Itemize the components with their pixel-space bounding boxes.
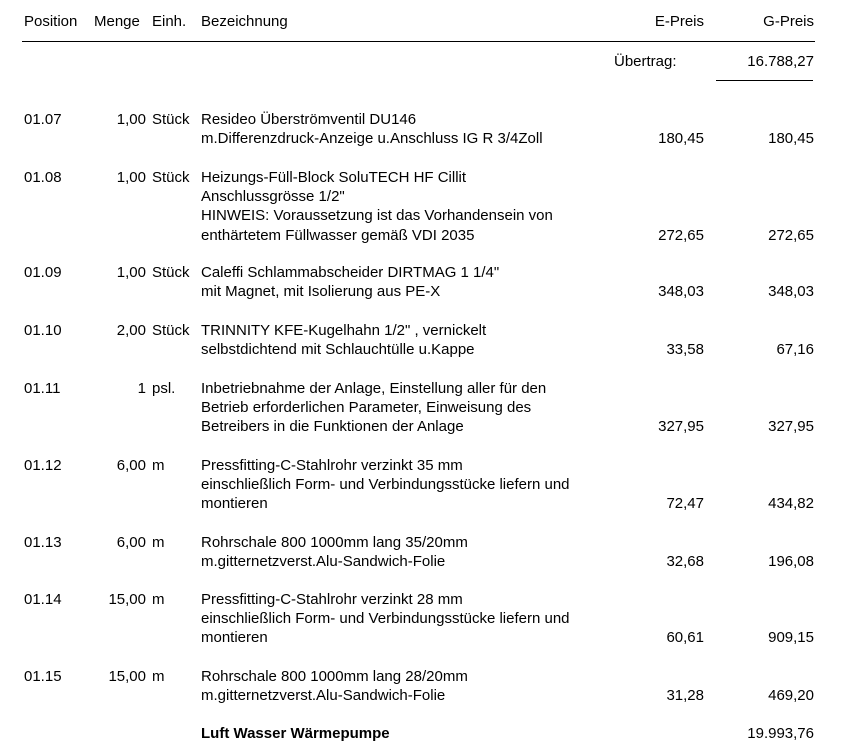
description-line: Pressfitting-C-Stahlrohr verzinkt 28 mm [201,591,463,608]
unit: m [152,457,165,474]
unit-price: 32,68 [666,553,704,570]
description-line: Pressfitting-C-Stahlrohr verzinkt 35 mm [201,457,463,474]
unit-price: 33,58 [666,341,704,358]
position-number: 01.15 [24,668,62,685]
header-divider [22,41,815,42]
unit: m [152,668,165,685]
quantity: 15,00 [108,668,146,685]
description-line: Inbetriebnahme der Anlage, Einstellung a… [201,380,547,397]
position-number: 01.12 [24,457,62,474]
description-line: mit Magnet, mit Isolierung aus PE-X [201,283,441,300]
quantity: 6,00 [116,534,146,551]
total-price: 469,20 [768,687,814,704]
unit-price: 72,47 [666,495,704,512]
quantity: 6,00 [116,457,146,474]
uebertrag-label: Übertrag: [614,53,677,70]
unit-price: 348,03 [658,283,704,300]
description-line: einschließlich Form- und Verbindungsstüc… [201,476,570,493]
total-price: 348,03 [768,283,814,300]
unit-price: 180,45 [658,130,704,147]
unit: Stück [152,169,190,186]
total-label: Luft Wasser Wärmepumpe [201,725,390,742]
uebertrag-underline [716,80,813,81]
header-position: Position [24,13,78,30]
quantity: 1,00 [116,111,146,128]
quantity: 15,00 [108,591,146,608]
description-line: Anschlussgrösse 1/2" [201,188,345,205]
unit: psl. [152,380,176,397]
unit-price: 31,28 [666,687,704,704]
description-line: m.gitternetzverst.Alu-Sandwich-Folie [201,553,446,570]
position-number: 01.09 [24,264,62,281]
description-line: HINWEIS: Voraussetzung ist das Vorhanden… [201,207,553,224]
position-number: 01.08 [24,169,62,186]
description-line: enthärtetem Füllwasser gemäß VDI 2035 [201,227,475,244]
total-price: 434,82 [768,495,814,512]
unit: m [152,534,165,551]
header-gpreis: G-Preis [763,13,814,30]
description-line: Betreibers in die Funktionen der Anlage [201,418,464,435]
header-bezeichnung: Bezeichnung [201,13,288,30]
quantity: 2,00 [116,322,146,339]
description-line: Rohrschale 800 1000mm lang 35/20mm [201,534,468,551]
unit: m [152,591,165,608]
description-line: TRINNITY KFE-Kugelhahn 1/2" , vernickelt [201,322,487,339]
position-number: 01.13 [24,534,62,551]
unit-price: 327,95 [658,418,704,435]
position-number: 01.10 [24,322,62,339]
position-number: 01.11 [24,380,61,397]
total-price: 327,95 [768,418,814,435]
description-line: m.gitternetzverst.Alu-Sandwich-Folie [201,687,446,704]
description-line: montieren [201,629,268,646]
quantity: 1,00 [116,169,146,186]
total-price: 180,45 [768,130,814,147]
header-einheit: Einh. [152,13,187,30]
description-line: m.Differenzdruck-Anzeige u.Anschluss IG … [201,130,543,147]
position-number: 01.07 [24,111,62,128]
unit: Stück [152,322,190,339]
total-price: 909,15 [768,629,814,646]
total-price: 196,08 [768,553,814,570]
description-line: Betrieb erforderlichen Parameter, Einwei… [201,399,532,416]
description-line: Caleffi Schlammabscheider DIRTMAG 1 1/4" [201,264,500,281]
unit: Stück [152,111,190,128]
description-line: montieren [201,495,268,512]
total-price: 272,65 [768,227,814,244]
unit-price: 272,65 [658,227,704,244]
header-menge: Menge [94,13,140,30]
total-price: 67,16 [776,341,814,358]
description-line: Resideo Überströmventil DU146 [201,111,417,128]
description-line: Rohrschale 800 1000mm lang 28/20mm [201,668,468,685]
uebertrag-value: 16.788,27 [747,53,814,70]
header-epreis: E-Preis [654,13,704,30]
description-line: einschließlich Form- und Verbindungsstüc… [201,610,570,627]
unit-price: 60,61 [666,629,704,646]
description-line: selbstdichtend mit Schlauchtülle u.Kappe [201,341,475,358]
description-line: Heizungs-Füll-Block SoluTECH HF Cillit [201,169,467,186]
total-value: 19.993,76 [747,725,814,742]
unit: Stück [152,264,190,281]
quantity: 1,00 [116,264,146,281]
quantity: 1 [137,380,146,397]
position-number: 01.14 [24,591,62,608]
